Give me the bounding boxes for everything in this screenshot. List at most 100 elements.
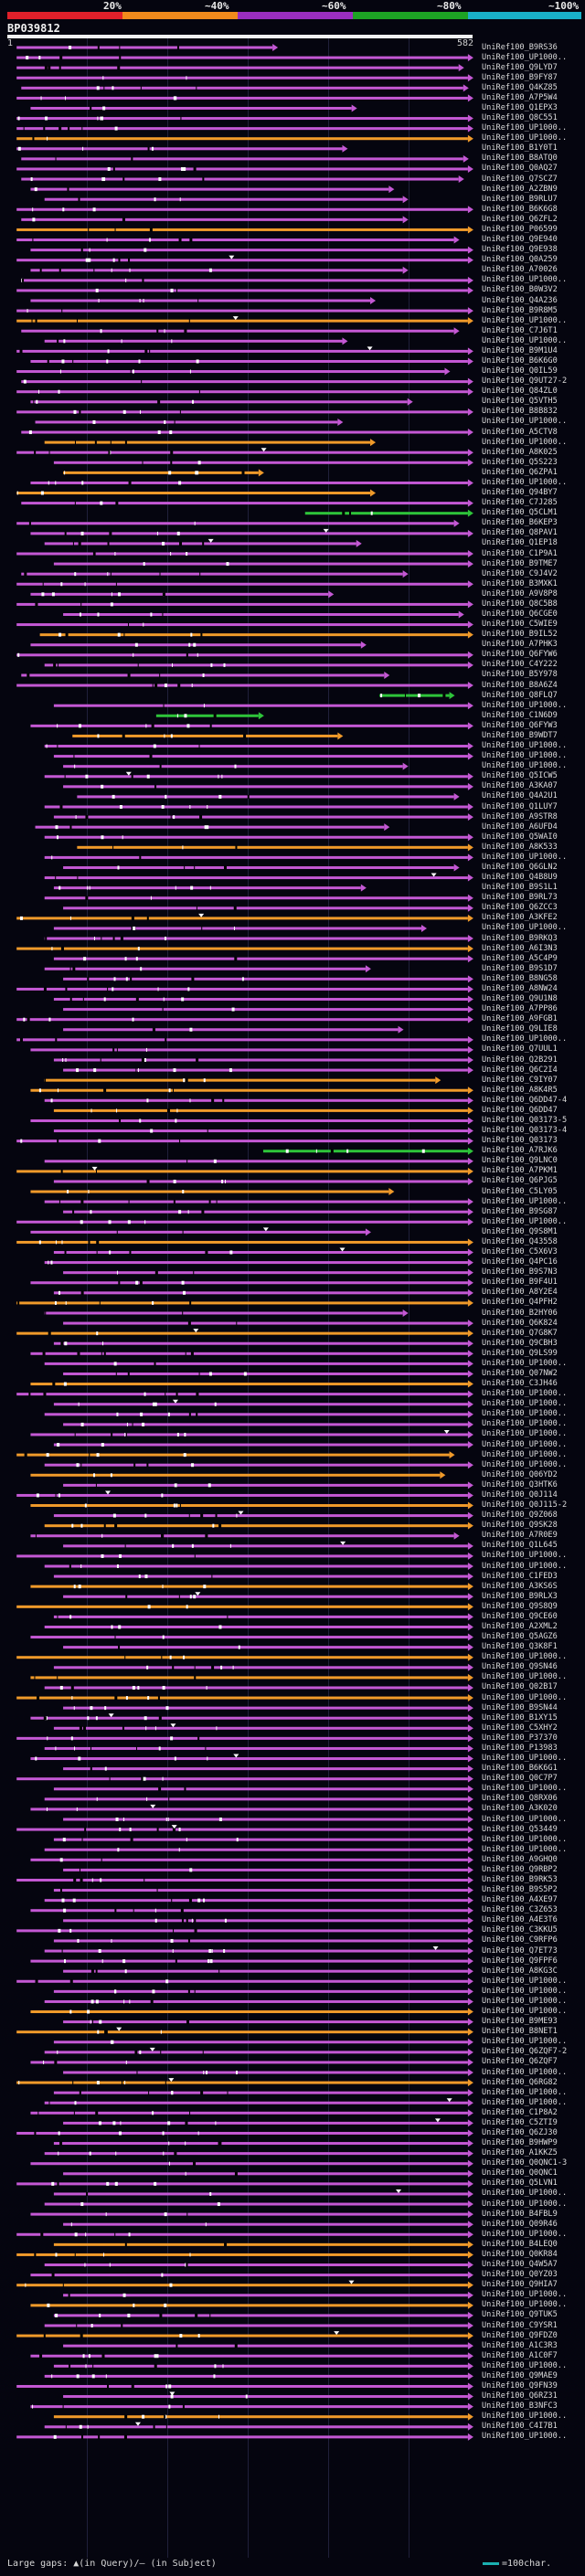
hit-label[interactable]: UniRef100_UP1000.. <box>482 1358 568 1368</box>
hit-label[interactable]: UniRef100_Q9E940 <box>482 235 558 245</box>
hit-label[interactable]: UniRef100_B9IL52 <box>482 630 558 640</box>
hit-label[interactable]: UniRef100_Q6ZFL2 <box>482 214 558 224</box>
hit-label[interactable]: UniRef100_UP1000.. <box>482 2087 568 2097</box>
hit-label[interactable]: UniRef100_C9IY07 <box>482 1075 558 1085</box>
hit-label[interactable]: UniRef100_UP1000.. <box>482 1754 568 1764</box>
hit-label[interactable]: UniRef100_A8K025 <box>482 447 558 457</box>
hit-label[interactable]: UniRef100_UP1000.. <box>482 1784 568 1794</box>
hit-label[interactable]: UniRef100_C1P8A2 <box>482 2107 558 2117</box>
hit-label[interactable]: UniRef100_B8NG58 <box>482 973 558 983</box>
hit-label[interactable]: UniRef100_UP1000.. <box>482 1419 568 1429</box>
hit-label[interactable]: UniRef100_A7PHK3 <box>482 640 558 650</box>
hit-label[interactable]: UniRef100_Q9MAE9 <box>482 2370 558 2380</box>
hit-label[interactable]: UniRef100_Q9LYD7 <box>482 62 558 72</box>
hit-label[interactable]: UniRef100_UP1000.. <box>482 2007 568 2017</box>
hit-label[interactable]: UniRef100_Q6ZQF7-2 <box>482 2047 568 2057</box>
hit-label[interactable]: UniRef100_C9J4V2 <box>482 568 558 578</box>
hit-label[interactable]: UniRef100_Q9SK28 <box>482 1521 558 1531</box>
hit-label[interactable]: UniRef100_C5WIE9 <box>482 620 558 630</box>
hit-label[interactable]: UniRef100_B2HY06 <box>482 1308 558 1318</box>
hit-label[interactable]: UniRef100_A5CTV8 <box>482 427 558 437</box>
hit-label[interactable]: UniRef100_B1XY15 <box>482 1712 558 1723</box>
hit-label[interactable]: UniRef100_Q84ZL0 <box>482 387 558 397</box>
hit-label[interactable]: UniRef100_Q4A236 <box>482 295 558 305</box>
hit-label[interactable]: UniRef100_Q5WAI0 <box>482 832 558 842</box>
hit-label[interactable]: UniRef100_UP1000.. <box>482 923 568 933</box>
hit-label[interactable]: UniRef100_B9SG87 <box>482 1206 558 1216</box>
hit-label[interactable]: UniRef100_A9V8P8 <box>482 588 558 599</box>
hit-label[interactable]: UniRef100_UP1000.. <box>482 1551 568 1561</box>
hit-label[interactable]: UniRef100_Q6DD47 <box>482 1105 558 1115</box>
hit-label[interactable]: UniRef100_Q0YZ03 <box>482 2270 558 2280</box>
hit-label[interactable]: UniRef100_B4FBL9 <box>482 2209 558 2219</box>
hit-label[interactable]: UniRef100_P06599 <box>482 224 558 234</box>
hit-label[interactable]: UniRef100_A8K4R5 <box>482 1085 558 1095</box>
hit-label[interactable]: UniRef100_Q5S223 <box>482 457 558 467</box>
hit-label[interactable]: UniRef100_A4XE97 <box>482 1895 558 1905</box>
hit-label[interactable]: UniRef100_Q9UT27-2 <box>482 376 568 387</box>
hit-label[interactable]: UniRef100_UP1000.. <box>482 1672 568 1682</box>
hit-label[interactable]: UniRef100_B9M1U4 <box>482 345 558 355</box>
hit-label[interactable]: UniRef100_UP1000.. <box>482 1409 568 1419</box>
hit-label[interactable]: UniRef100_B4LEQ0 <box>482 2239 558 2249</box>
hit-label[interactable]: UniRef100_C9RFP6 <box>482 1935 558 1945</box>
hit-label[interactable]: UniRef100_Q0KR84 <box>482 2249 558 2259</box>
hit-label[interactable]: UniRef100_Q6GLN2 <box>482 862 558 872</box>
hit-label[interactable]: UniRef100_Q94BY7 <box>482 488 558 498</box>
hit-label[interactable]: UniRef100_A9STR8 <box>482 811 558 822</box>
hit-label[interactable]: UniRef100_Q53449 <box>482 1824 558 1834</box>
hit-label[interactable]: UniRef100_A3KS6S <box>482 1581 558 1591</box>
hit-label[interactable]: UniRef100_Q03173-5 <box>482 1115 568 1125</box>
hit-label[interactable]: UniRef100_B8A6Z4 <box>482 680 558 690</box>
hit-label[interactable]: UniRef100_Q6K824 <box>482 1318 558 1328</box>
hit-label[interactable]: UniRef100_A7PP86 <box>482 1004 558 1014</box>
hit-label[interactable]: UniRef100_Q0C7P7 <box>482 1774 558 1784</box>
hit-label[interactable]: UniRef100_A5C4P9 <box>482 953 558 963</box>
hit-label[interactable]: UniRef100_C1P9A1 <box>482 548 558 558</box>
hit-label[interactable]: UniRef100_Q8C551 <box>482 113 558 123</box>
hit-label[interactable]: UniRef100_Q9E938 <box>482 245 558 255</box>
hit-label[interactable]: UniRef100_A6I3N3 <box>482 943 558 953</box>
hit-label[interactable]: UniRef100_Q7UUL1 <box>482 1044 558 1055</box>
hit-label[interactable]: UniRef100_Q8RX06 <box>482 1794 558 1804</box>
hit-label[interactable]: UniRef100_Q0IL59 <box>482 366 558 376</box>
hit-label[interactable]: UniRef100_A2ZBN9 <box>482 184 558 194</box>
hit-label[interactable]: UniRef100_A3K020 <box>482 1804 558 1814</box>
hit-label[interactable]: UniRef100_Q0QNC1 <box>482 2168 558 2178</box>
hit-label[interactable]: UniRef100_B9R8M5 <box>482 305 558 315</box>
hit-label[interactable]: UniRef100_UP1000.. <box>482 700 568 710</box>
hit-label[interactable]: UniRef100_A7RJK6 <box>482 1146 558 1156</box>
hit-label[interactable]: UniRef100_B9S5P2 <box>482 1885 558 1895</box>
hit-label[interactable]: UniRef100_Q6CGE0 <box>482 609 558 619</box>
hit-label[interactable]: UniRef100_A1KKZ5 <box>482 2148 558 2158</box>
hit-label[interactable]: UniRef100_C3JH46 <box>482 1379 558 1389</box>
hit-label[interactable]: UniRef100_UP1000.. <box>482 1561 568 1571</box>
hit-label[interactable]: UniRef100_B6K6G1 <box>482 1764 558 1774</box>
hit-label[interactable]: UniRef100_UP1000.. <box>482 2199 568 2209</box>
hit-label[interactable]: UniRef100_Q5ICW5 <box>482 771 558 781</box>
hit-label[interactable]: UniRef100_Q7SCZ7 <box>482 174 558 184</box>
hit-label[interactable]: UniRef100_A9GHQ0 <box>482 1854 558 1864</box>
hit-label[interactable]: UniRef100_Q07NW2 <box>482 1368 558 1378</box>
hit-label[interactable]: UniRef100_Q9RBP2 <box>482 1864 558 1874</box>
hit-label[interactable]: UniRef100_A3KFE2 <box>482 913 558 923</box>
hit-label[interactable]: UniRef100_A8Y2E4 <box>482 1288 558 1298</box>
hit-label[interactable]: UniRef100_Q9SN46 <box>482 1662 558 1672</box>
hit-label[interactable]: UniRef100_UP1000.. <box>482 2300 568 2310</box>
hit-label[interactable]: UniRef100_C5LY05 <box>482 1186 558 1196</box>
hit-label[interactable]: UniRef100_UP1000.. <box>482 2360 568 2370</box>
hit-label[interactable]: UniRef100_UP1000.. <box>482 1459 568 1469</box>
hit-label[interactable]: UniRef100_Q4PFH2 <box>482 1298 558 1308</box>
hit-label[interactable]: UniRef100_Q0AQ27 <box>482 164 558 174</box>
hit-label[interactable]: UniRef100_B9ME93 <box>482 2017 558 2027</box>
hit-label[interactable]: UniRef100_UP1000.. <box>482 2067 568 2077</box>
hit-label[interactable]: UniRef100_Q9LNC0 <box>482 1156 558 1166</box>
hit-label[interactable]: UniRef100_UP1000.. <box>482 1389 568 1399</box>
hit-label[interactable]: UniRef100_Q9S8Q9 <box>482 1601 558 1611</box>
hit-label[interactable]: UniRef100_A8KG3C <box>482 1966 558 1976</box>
hit-label[interactable]: UniRef100_Q5AGZ6 <box>482 1632 558 1642</box>
hit-label[interactable]: UniRef100_A2XML2 <box>482 1621 558 1631</box>
hit-label[interactable]: UniRef100_Q6ZCC3 <box>482 903 558 913</box>
hit-label[interactable]: UniRef100_UP1000.. <box>482 1034 568 1044</box>
hit-label[interactable]: UniRef100_UP1000.. <box>482 1814 568 1824</box>
